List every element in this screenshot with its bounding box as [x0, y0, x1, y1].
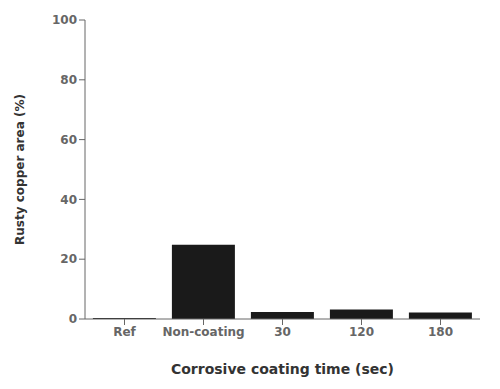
svg-text:60: 60	[60, 133, 77, 147]
svg-text:Non-coating: Non-coating	[162, 325, 244, 339]
svg-text:20: 20	[60, 252, 77, 266]
svg-text:30: 30	[274, 325, 291, 339]
svg-text:40: 40	[60, 193, 77, 207]
svg-text:Rusty copper area (%): Rusty copper area (%)	[13, 94, 27, 245]
svg-text:80: 80	[60, 73, 77, 87]
svg-text:120: 120	[349, 325, 374, 339]
svg-text:Ref: Ref	[113, 325, 136, 339]
svg-text:0: 0	[69, 312, 77, 326]
svg-text:100: 100	[52, 13, 77, 27]
svg-text:180: 180	[428, 325, 453, 339]
svg-text:Corrosive coating time (sec): Corrosive coating time (sec)	[171, 361, 394, 377]
